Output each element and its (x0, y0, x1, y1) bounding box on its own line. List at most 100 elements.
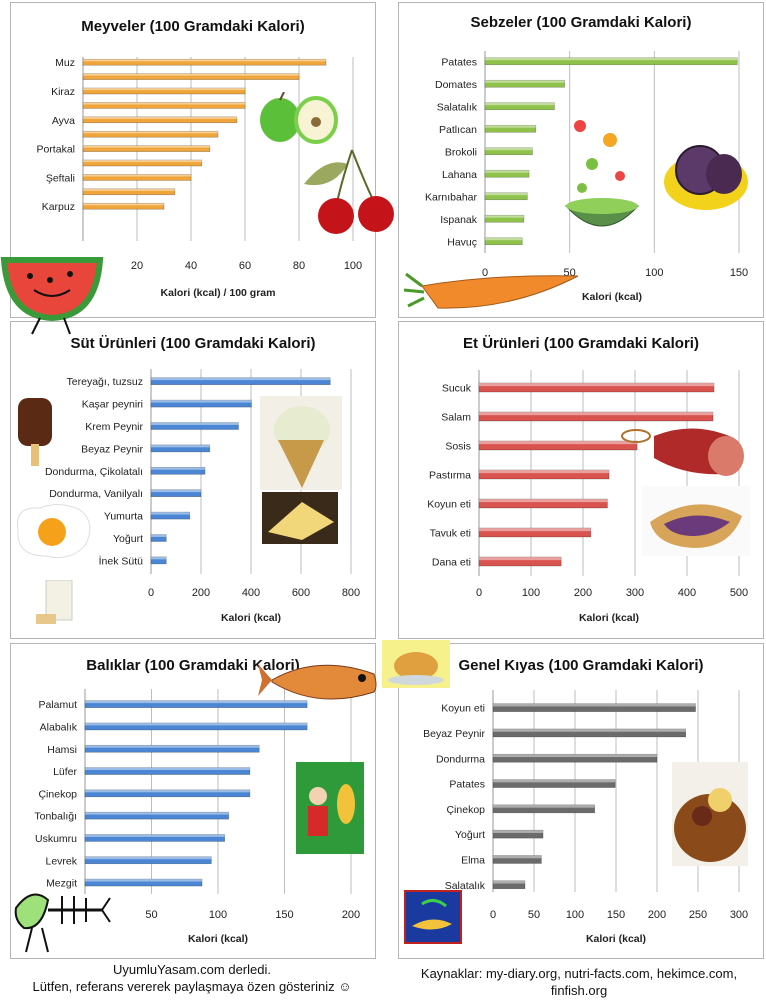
chart-title: Balıklar (100 Gramdaki Kalori) (86, 657, 299, 674)
tick-label: 20 (131, 260, 143, 272)
category-label: Salatalık (437, 101, 478, 113)
bar-kas-ar-peyniri (150, 399, 252, 408)
apple-icon (260, 92, 338, 144)
bar-highlight (83, 188, 175, 191)
bar-palamut (84, 700, 308, 708)
chart-title: Genel Kıyas (100 Gramdaki Kalori) (458, 657, 703, 674)
bar-uskumru (84, 834, 225, 842)
bar-highlight (479, 557, 562, 561)
bar-s-eftali (82, 174, 192, 181)
bar-highlight (485, 215, 524, 218)
bar-highlight (493, 880, 525, 884)
bar-dondurma-c-ikolatal (150, 467, 206, 475)
tick-label: 100 (344, 260, 362, 272)
footer-sources-line2: finfish.org (550, 983, 608, 998)
category-label: Şeftali (46, 172, 75, 184)
bar-highlight (85, 879, 203, 882)
category-label: Levrek (45, 855, 77, 867)
bar-tavuk-eti (478, 527, 592, 538)
tick-label: 60 (239, 260, 251, 272)
category-label: Uskumru (35, 833, 77, 845)
bar-highlight (479, 499, 608, 503)
category-label: Kaşar peyniri (82, 399, 143, 411)
x-axis-label: Kalori (kcal) (582, 291, 642, 303)
tick-label: 100 (645, 267, 663, 279)
bar-i-nek-su-tu (150, 556, 167, 565)
fish-skeleton-icon (14, 893, 111, 953)
tick-label: 0 (490, 909, 496, 921)
tick-label: 150 (730, 267, 748, 279)
fish-drawing-icon (404, 890, 462, 944)
bar-highlight (85, 812, 229, 815)
bar-c-inekop (84, 789, 251, 798)
category-label: Mezgit (46, 878, 77, 890)
footer-credit-line2: Lütfen, referans vererek paylaşmaya özen… (32, 979, 352, 994)
tick-label: 100 (522, 587, 540, 599)
bar-highlight (493, 804, 595, 808)
category-label: Patlıcan (439, 124, 477, 136)
bar-kiraz (82, 87, 246, 95)
category-label: Salatalık (445, 880, 486, 892)
milk-glass-icon (36, 580, 73, 624)
bar-patl-can (484, 124, 537, 133)
tick-label: 0 (482, 267, 488, 279)
watermelon-icon (0, 257, 104, 335)
bar-patates (492, 779, 616, 788)
category-label: Patates (449, 779, 485, 791)
chart-title: Süt Ürünleri (100 Gramdaki Kalori) (70, 335, 315, 352)
bar-highlight (479, 383, 715, 387)
bar-highlight (85, 700, 308, 704)
bar-highlight (85, 834, 225, 837)
bar-highlight (83, 131, 218, 134)
category-label: Koyun eti (441, 703, 485, 715)
tick-label: 40 (185, 260, 197, 272)
tick-label: 50 (528, 909, 540, 921)
plated-meal-icon (672, 762, 748, 866)
bar-yumurta (150, 511, 191, 520)
category-label: Elma (461, 854, 485, 866)
category-label: Sosis (445, 441, 471, 453)
category-label: Palamut (38, 699, 77, 711)
tick-label: 400 (678, 587, 696, 599)
bar-highlight (493, 779, 616, 783)
bar-highlight (485, 57, 738, 61)
tick-label: 0 (148, 587, 154, 599)
tick-label: 80 (293, 260, 305, 272)
bar-highlight (83, 88, 245, 91)
category-label: Krem Peynir (85, 421, 143, 433)
bar-sosis (478, 440, 638, 451)
tick-label: 400 (242, 587, 260, 599)
tick-label: 200 (192, 587, 210, 599)
bar-elma (492, 855, 542, 864)
bar-highlight (485, 170, 530, 173)
bar-salatal-k (484, 102, 555, 111)
egg-icon (16, 504, 91, 558)
category-label: Salam (441, 412, 471, 424)
category-label: Havuç (447, 236, 477, 248)
bar-unlabeled (82, 73, 300, 80)
category-label: Karnıbahar (425, 191, 477, 203)
bar-tonbal-g (84, 811, 229, 820)
tick-label: 200 (342, 909, 360, 921)
bar-highlight (151, 489, 201, 493)
bar-highlight (83, 73, 299, 76)
category-label: Patates (441, 56, 477, 68)
bar-karn-bahar (484, 192, 528, 201)
category-label: Muz (55, 57, 75, 69)
bar-dana-eti (478, 556, 562, 567)
bar-highlight (83, 116, 237, 119)
bar-lu-fer (84, 767, 251, 775)
bar-portakal (82, 145, 211, 152)
category-label: Tavuk eti (430, 528, 471, 540)
bar-highlight (151, 444, 210, 448)
bar-past-rma (478, 469, 610, 480)
fish-icon (258, 664, 377, 700)
bar-salam (478, 411, 714, 422)
bar-highlight (151, 512, 190, 515)
bar-highlight (83, 174, 191, 177)
category-label: Pastırma (429, 470, 471, 482)
bar-beyaz-peynir (150, 444, 211, 453)
tick-label: 100 (209, 909, 227, 921)
footer-credit: UyumluYasam.com derledi. Lütfen, referan… (0, 961, 384, 995)
x-axis-label: Kalori (kcal) (586, 933, 646, 945)
